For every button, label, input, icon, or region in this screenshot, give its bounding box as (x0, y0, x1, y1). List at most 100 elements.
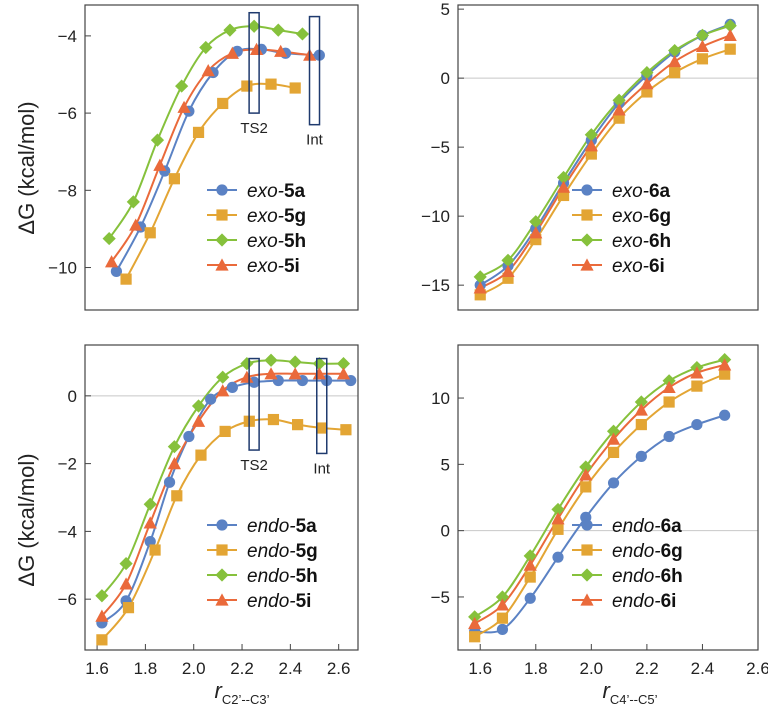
data-point-6h (584, 128, 598, 142)
legend-label-6a: exo-6a (612, 181, 671, 202)
data-point-6g (724, 43, 736, 55)
legend-marker-6i (580, 593, 594, 606)
annotation-label-int: Int (313, 460, 331, 477)
series-line-6h (474, 358, 725, 618)
legend-label-6h: endo-6h (612, 566, 683, 587)
data-point-5g (292, 419, 304, 431)
y-tick-label: −4 (58, 27, 77, 46)
x-axis-label-left: rC2’--C3’ (215, 678, 270, 707)
data-point-5h (264, 353, 278, 367)
data-point-5g (217, 97, 229, 110)
legend-marker-5a (216, 184, 228, 196)
y-tick-label: −2 (58, 455, 77, 474)
data-point-6h (668, 43, 682, 58)
y-axis-label-bottom: ΔG (kcal/mol) (14, 453, 39, 586)
data-point-6i (523, 558, 537, 571)
data-point-5h (223, 23, 237, 37)
data-point-5i (201, 64, 215, 77)
legend-label-5h: endo-5h (247, 566, 318, 587)
data-point-5g (144, 227, 156, 239)
x-tick-label: 2.4 (691, 659, 715, 678)
data-point-6g (696, 53, 709, 65)
data-point-5a (163, 476, 176, 488)
y-tick-label: −10 (48, 259, 77, 278)
annotation-box-int (308, 15, 321, 126)
y-tick-label: 0 (441, 69, 450, 88)
data-point-6i (723, 28, 737, 41)
legend-label-6i: exo-6i (612, 256, 665, 277)
data-point-5i (143, 516, 157, 529)
annotation-box-int (316, 357, 328, 455)
data-point-5i (129, 218, 143, 231)
data-point-6i (551, 512, 565, 525)
data-point-5i (177, 100, 191, 113)
data-point-6h (523, 549, 537, 563)
plot-frame (457, 4, 759, 311)
annotation-box-ts2 (248, 357, 260, 451)
legend-label-5h: exo-5h (247, 231, 306, 252)
data-point-5i (167, 457, 181, 470)
legend-marker-5g (216, 209, 228, 221)
data-point-6a (635, 450, 647, 462)
data-point-5h (216, 370, 230, 384)
x-tick-label: 2.0 (580, 659, 604, 678)
data-point-6h (612, 93, 626, 107)
data-point-5g (267, 413, 280, 426)
data-point-5h (119, 556, 133, 571)
data-point-5h (271, 23, 285, 37)
data-point-6i (662, 380, 676, 394)
data-point-6h (579, 460, 593, 474)
data-point-5h (143, 497, 157, 511)
legend-marker-5h (215, 568, 229, 582)
legend-marker-5i (215, 258, 229, 271)
legend-marker-6g (581, 544, 593, 556)
data-point-6a (719, 409, 731, 421)
data-point-6g (635, 418, 647, 431)
data-point-5h (191, 399, 206, 413)
x-tick-label: 1.8 (134, 659, 158, 678)
data-point-6i (695, 39, 710, 53)
x-tick-label: 2.2 (635, 659, 659, 678)
y-axis-label-top: ΔG (kcal/mol) (14, 101, 39, 234)
data-point-5h (336, 357, 351, 371)
data-point-6h (606, 424, 621, 438)
data-point-6g (469, 631, 481, 643)
y-tick-label: −4 (58, 522, 77, 541)
data-point-6g (719, 368, 731, 380)
data-point-6i (579, 468, 593, 481)
legend-label-5a: exo-5a (247, 181, 306, 202)
data-point-6g (663, 396, 675, 408)
data-point-6a (524, 592, 536, 604)
data-point-6a (496, 623, 509, 636)
legend-label-5g: exo-5g (247, 206, 306, 227)
data-point-6h (640, 66, 654, 80)
data-point-6h (501, 253, 515, 267)
data-point-5g (316, 422, 328, 434)
legend-marker-6g (581, 209, 593, 221)
y-tick-label: 5 (441, 455, 450, 474)
annotation-label-ts2: TS2 (240, 457, 268, 474)
data-point-6i (718, 358, 732, 371)
data-point-6h (529, 215, 543, 229)
data-point-5h (175, 79, 189, 93)
data-point-6h (634, 395, 648, 409)
plot-frame (84, 4, 359, 311)
y-tick-label: 5 (441, 0, 450, 19)
plot-frame (457, 344, 759, 651)
x-tick-label: 2.6 (327, 659, 351, 678)
data-point-5h (95, 589, 109, 603)
legend-marker-6i (580, 258, 594, 271)
data-point-6i (668, 54, 682, 68)
series-line-6g (474, 373, 726, 638)
data-point-5g (265, 78, 277, 90)
plot-frame (84, 344, 359, 651)
data-point-5h (102, 231, 116, 246)
legend-label-6g: exo-6g (612, 206, 671, 227)
data-point-5i (119, 577, 133, 590)
data-point-6h (556, 170, 571, 185)
legend-label-6a: endo-6a (612, 516, 682, 537)
legend-label-6i: endo-6i (612, 591, 676, 612)
legend-marker-5a (216, 519, 228, 531)
legend-label-5g: endo-5g (247, 541, 318, 562)
